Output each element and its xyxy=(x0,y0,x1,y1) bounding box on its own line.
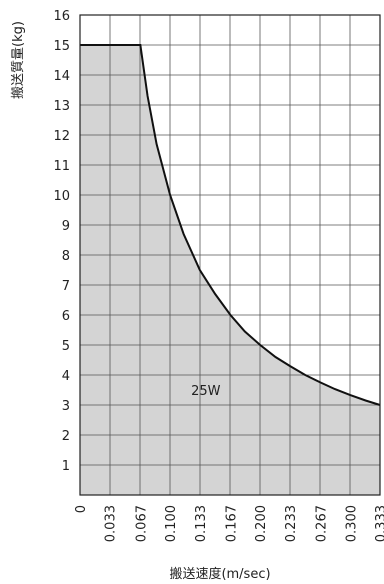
x-tick-label: 0.133 xyxy=(194,505,209,542)
x-axis-title: 搬送速度(m/sec) xyxy=(169,566,270,582)
x-tick-label: 0.300 xyxy=(344,505,359,542)
x-tick-label: 0.067 xyxy=(134,505,149,542)
x-tick-label: 0.333 xyxy=(374,505,384,542)
plot-frame xyxy=(79,14,381,496)
y-tick-label: 10 xyxy=(53,189,70,204)
x-tick-labels: 0 0.033 0.067 0.100 0.133 0.167 0.200 0.233 0.26… xyxy=(74,505,384,542)
series-line xyxy=(80,44,381,406)
x-tick-label: 0 xyxy=(74,505,89,513)
y-tick-label: 7 xyxy=(62,279,70,294)
x-tick-label: 0.100 xyxy=(164,505,179,542)
y-tick-label: 11 xyxy=(53,159,70,174)
y-tick-label: 9 xyxy=(62,219,70,234)
y-tick-label: 1 xyxy=(62,459,70,474)
y-tick-label: 2 xyxy=(62,429,70,444)
y-tick-label: 13 xyxy=(53,99,70,114)
x-tick-label: 0.267 xyxy=(315,505,330,542)
x-tick-label: 0.233 xyxy=(284,505,299,542)
y-tick-label: 8 xyxy=(62,249,70,264)
x-tick-label: 0.033 xyxy=(104,505,119,542)
x-tick-label: 0.167 xyxy=(224,505,239,542)
y-tick-label: 6 xyxy=(62,309,70,324)
y-axis-title: 搬送質量(kg) xyxy=(11,21,26,99)
y-tick-label: 14 xyxy=(53,69,70,84)
series-area-fill xyxy=(80,45,380,495)
y-tick-label: 15 xyxy=(53,39,70,54)
grid xyxy=(80,15,380,495)
y-tick-label: 12 xyxy=(53,129,70,144)
series-label: 25W xyxy=(191,384,221,399)
y-tick-label: 5 xyxy=(62,339,70,354)
y-tick-label: 3 xyxy=(62,399,70,414)
y-tick-label: 16 xyxy=(53,9,70,24)
y-tick-label: 4 xyxy=(62,369,70,384)
x-tick-label: 0.200 xyxy=(254,505,269,542)
